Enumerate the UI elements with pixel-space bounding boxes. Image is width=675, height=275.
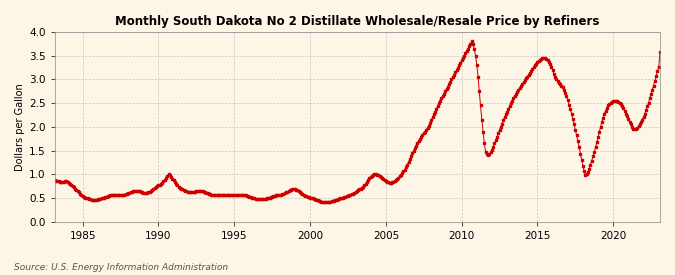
Y-axis label: Dollars per Gallon: Dollars per Gallon <box>15 83 25 171</box>
Title: Monthly South Dakota No 2 Distillate Wholesale/Resale Price by Refiners: Monthly South Dakota No 2 Distillate Who… <box>115 15 599 28</box>
Text: Source: U.S. Energy Information Administration: Source: U.S. Energy Information Administ… <box>14 263 227 272</box>
